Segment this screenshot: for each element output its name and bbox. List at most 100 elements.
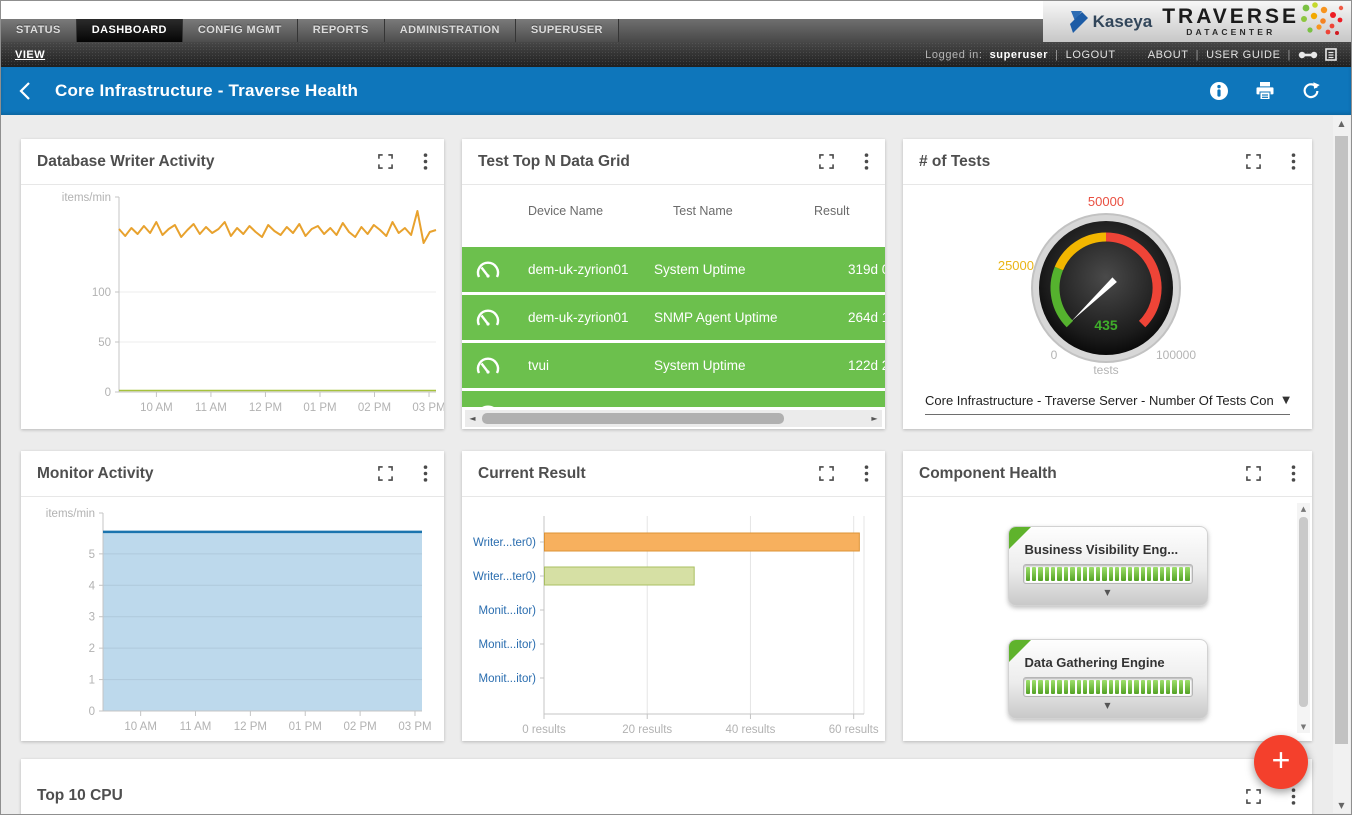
- scroll-down-icon[interactable]: ▼: [1338, 801, 1345, 810]
- gauge-metric-select[interactable]: Core Infrastructure - Traverse Server - …: [925, 393, 1290, 415]
- column-header-result: Result: [814, 204, 850, 218]
- svg-text:50: 50: [98, 337, 111, 349]
- test-grid-header: Device Name Test Name Result: [462, 185, 885, 237]
- menu-dots-icon[interactable]: [864, 465, 869, 482]
- logout-link[interactable]: LOGOUT: [1065, 48, 1116, 61]
- card-test-top-n-data-grid: Test Top N Data Grid Device Name Test Na…: [462, 139, 885, 429]
- current-result-chart: 0 results 20 results 40 results 60 results W…: [473, 516, 879, 736]
- scroll-left-icon[interactable]: ◄: [469, 414, 476, 423]
- scrollbar-thumb[interactable]: [1299, 517, 1308, 707]
- scroll-right-icon[interactable]: ►: [871, 414, 878, 423]
- scrollbar-thumb[interactable]: [482, 413, 784, 424]
- component-health-item[interactable]: Data Gathering Engine ▼: [1007, 639, 1208, 719]
- component-status-corner-icon: [1008, 527, 1031, 549]
- svg-text:0: 0: [105, 387, 111, 399]
- svg-text:60 results: 60 results: [829, 724, 879, 736]
- expand-icon[interactable]: [1246, 789, 1261, 804]
- device-name-cell: dem-uk-zyrion01: [528, 310, 629, 325]
- add-dashboard-button[interactable]: +: [1254, 735, 1308, 789]
- svg-text:25000: 25000: [998, 258, 1034, 273]
- top-spacer: [1, 1, 1351, 19]
- card-title: Monitor Activity: [37, 464, 154, 482]
- print-icon[interactable]: [1255, 81, 1275, 101]
- expand-icon[interactable]: [378, 154, 393, 169]
- card-top-10-cpu: Top 10 CPU: [21, 759, 1312, 814]
- svg-text:02 PM: 02 PM: [343, 721, 376, 733]
- key-icon[interactable]: [1298, 49, 1318, 61]
- about-link[interactable]: ABOUT: [1147, 48, 1189, 61]
- expand-icon[interactable]: [1246, 154, 1261, 169]
- tab-reports[interactable]: REPORTS: [297, 19, 385, 42]
- table-row[interactable]: tvui System Uptime 122d 20:5: [462, 343, 885, 388]
- card-title: Component Health: [919, 464, 1057, 482]
- chevron-down-icon[interactable]: ▼: [1104, 588, 1111, 597]
- svg-text:10 AM: 10 AM: [140, 402, 173, 414]
- svg-text:0: 0: [89, 706, 95, 718]
- test-gauge-icon: [462, 259, 514, 281]
- svg-text:4: 4: [89, 580, 96, 592]
- svg-text:0 results: 0 results: [522, 724, 566, 736]
- svg-text:20 results: 20 results: [622, 724, 672, 736]
- refresh-icon[interactable]: [1301, 81, 1321, 101]
- menu-bar: VIEW Logged in: superuser | LOGOUT ABOUT…: [1, 42, 1351, 67]
- menu-dots-icon[interactable]: [423, 465, 428, 482]
- scroll-down-icon[interactable]: ▼: [1300, 723, 1307, 731]
- test-name-cell: SNMP Agent Uptime: [654, 406, 812, 407]
- main-scrollbar[interactable]: ▲ ▼: [1333, 116, 1350, 813]
- scrollbar-thumb[interactable]: [1335, 136, 1348, 744]
- expand-icon[interactable]: [819, 466, 834, 481]
- component-health-item[interactable]: Business Visibility Eng... ▼: [1007, 526, 1208, 606]
- table-row[interactable]: dem-uk-zyrion01 SNMP Agent Uptime 264d 16:…: [462, 295, 885, 340]
- table-row[interactable]: dem-uk-zyrion01 System Uptime 319d 08:0: [462, 247, 885, 292]
- scroll-up-icon[interactable]: ▲: [1300, 505, 1307, 513]
- svg-text:01 PM: 01 PM: [289, 721, 322, 733]
- result-cell: 319d 08:0: [848, 262, 885, 277]
- device-name-cell: tvui: [514, 406, 654, 407]
- component-health-bar: [1022, 564, 1193, 584]
- expand-icon[interactable]: [1246, 466, 1261, 481]
- svg-text:items/min: items/min: [62, 192, 111, 204]
- tests-gauge-chart: 435 25000 50000 0 100000 tests: [998, 194, 1197, 377]
- back-button[interactable]: [19, 80, 41, 102]
- svg-text:12 PM: 12 PM: [234, 721, 267, 733]
- svg-text:1: 1: [89, 675, 95, 687]
- info-icon[interactable]: [1209, 81, 1229, 101]
- menu-dots-icon[interactable]: [864, 153, 869, 170]
- tab-dashboard[interactable]: DASHBOARD: [76, 19, 183, 42]
- component-health-scrollbar[interactable]: ▲ ▼: [1297, 503, 1310, 733]
- result-cell: 264d 16:2: [848, 310, 885, 325]
- kaseya-wordmark: Kaseya: [1092, 11, 1153, 31]
- tab-status[interactable]: STATUS: [1, 19, 77, 42]
- component-name: Business Visibility Eng...: [1024, 542, 1179, 557]
- scroll-up-icon[interactable]: ▲: [1338, 119, 1345, 128]
- tab-administration[interactable]: ADMINISTRATION: [384, 19, 516, 42]
- user-guide-link[interactable]: USER GUIDE: [1206, 48, 1281, 61]
- menu-dots-icon[interactable]: [1291, 465, 1296, 482]
- svg-text:01 PM: 01 PM: [303, 402, 336, 414]
- kaseya-logo-icon: [1069, 10, 1088, 33]
- svg-text:435: 435: [1094, 317, 1118, 333]
- view-menu[interactable]: VIEW: [15, 48, 46, 61]
- traverse-logo-dots-icon: [1301, 1, 1344, 35]
- component-status-corner-icon: [1008, 640, 1031, 662]
- tab-config-mgmt[interactable]: CONFIG MGMT: [182, 19, 298, 42]
- svg-text:11 AM: 11 AM: [180, 721, 212, 733]
- logged-in-label: Logged in:: [925, 48, 983, 61]
- component-health-bar: [1022, 677, 1193, 697]
- card-title: Top 10 CPU: [37, 787, 123, 804]
- table-row[interactable]: tvuiSNMP Agent Uptime: [462, 391, 885, 407]
- svg-text:5: 5: [89, 549, 95, 561]
- svg-text:Writer...ter0): Writer...ter0): [473, 537, 536, 549]
- chevron-down-icon[interactable]: ▼: [1104, 701, 1111, 710]
- menu-dots-icon[interactable]: [1291, 153, 1296, 170]
- menu-dots-icon[interactable]: [1291, 788, 1296, 805]
- menu-dots-icon[interactable]: [423, 153, 428, 170]
- horizontal-scrollbar[interactable]: ◄ ►: [465, 410, 882, 427]
- component-health-list: Business Visibility Eng... ▼ Data Gatherin…: [903, 497, 1312, 741]
- tab-superuser[interactable]: SUPERUSER: [515, 19, 619, 42]
- expand-icon[interactable]: [378, 466, 393, 481]
- expand-icon[interactable]: [819, 154, 834, 169]
- db-writer-chart: 0 50 100 items/min 10 AM 11 AM 12 PM 01 PM 02 PM…: [62, 192, 446, 414]
- svg-text:02 PM: 02 PM: [358, 402, 391, 414]
- document-icon[interactable]: [1325, 48, 1337, 61]
